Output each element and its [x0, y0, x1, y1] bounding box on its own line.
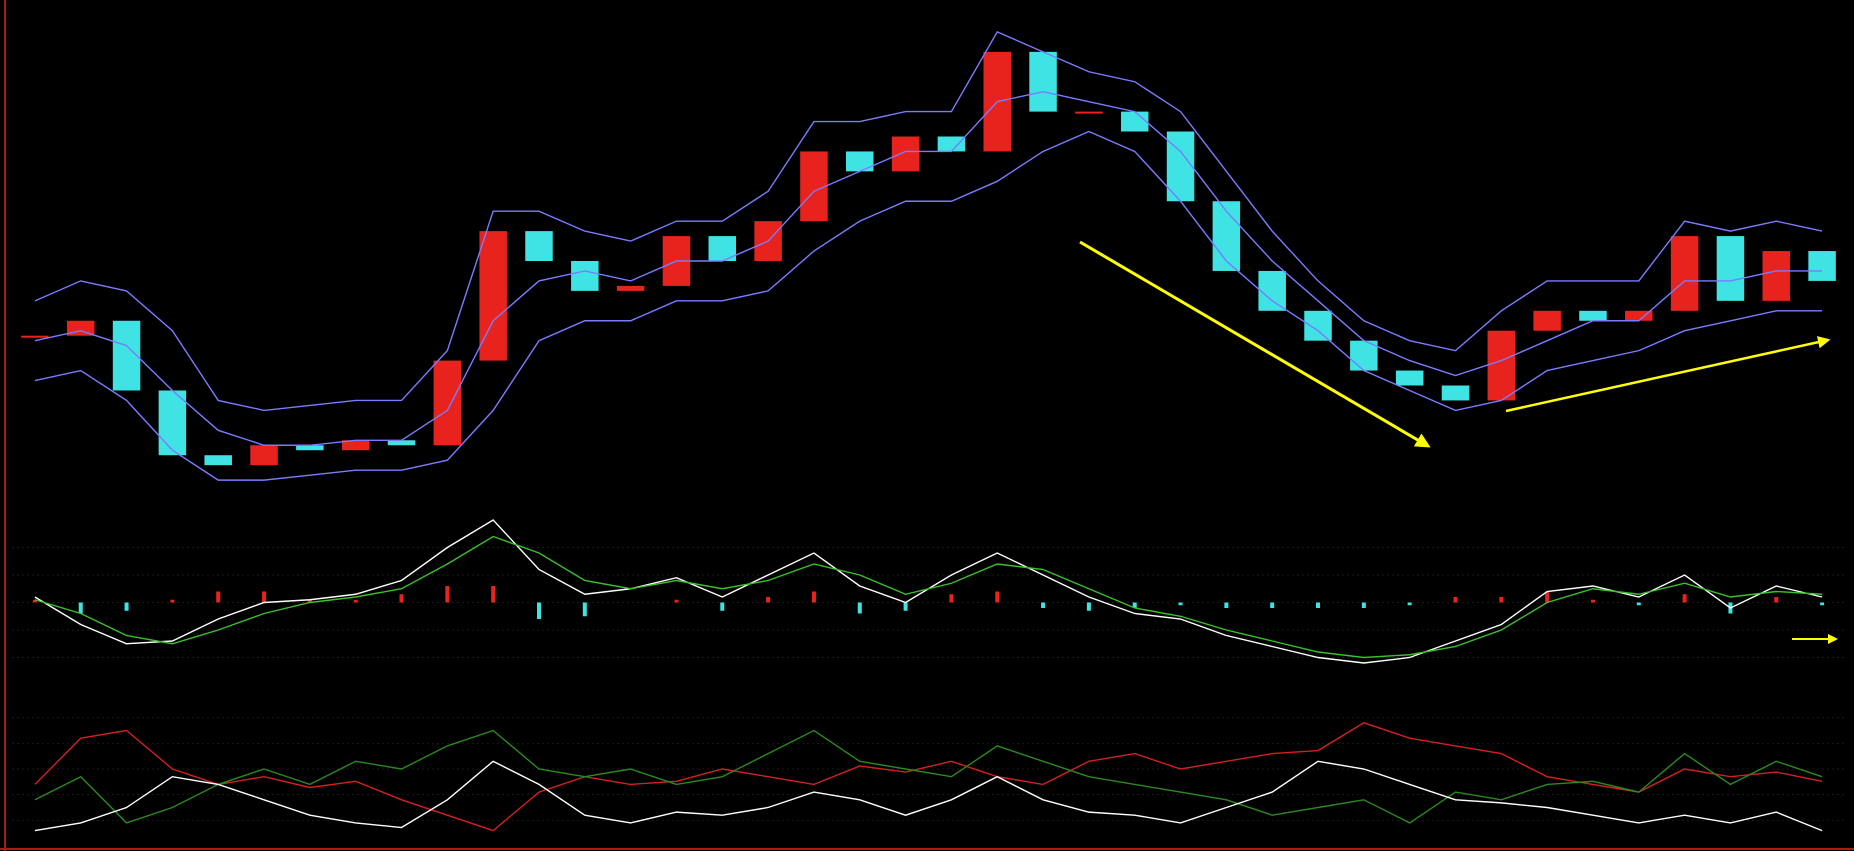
histogram-bar	[1499, 597, 1504, 603]
candle	[1533, 310, 1561, 331]
histogram-bar	[857, 602, 862, 614]
candle	[1120, 111, 1149, 132]
histogram-bar	[1774, 597, 1779, 603]
indicator-line	[34, 729, 1823, 824]
histogram-bar	[1407, 602, 1412, 606]
candle	[1258, 270, 1286, 311]
candle	[1304, 310, 1332, 341]
candle	[616, 285, 645, 291]
histogram-bar	[216, 591, 221, 603]
histogram-bar	[1224, 602, 1229, 608]
candle	[1029, 51, 1057, 112]
plots	[12, 31, 1845, 832]
candle	[800, 151, 828, 222]
histogram-bar	[1545, 591, 1550, 603]
candle	[937, 136, 966, 152]
candle	[1350, 340, 1378, 371]
histogram-bar	[1682, 594, 1687, 603]
candle	[525, 231, 553, 261]
histogram-bar	[353, 599, 358, 603]
candle	[571, 261, 599, 291]
histogram-bar	[491, 586, 496, 603]
histogram-bar	[1316, 602, 1321, 608]
indicator-line	[34, 722, 1823, 832]
histogram-bar	[582, 602, 587, 617]
histogram-bar	[766, 597, 771, 603]
candle	[891, 136, 920, 172]
candle	[1670, 236, 1699, 311]
candle	[1625, 310, 1653, 321]
histogram-bar	[445, 586, 450, 603]
band-line	[34, 31, 1823, 412]
histogram-bar	[1590, 599, 1595, 603]
candle	[1395, 370, 1424, 386]
band-line	[34, 130, 1823, 481]
histogram-bar	[1361, 602, 1366, 608]
histogram-bar	[811, 591, 816, 603]
candle	[433, 360, 462, 446]
histogram-bar	[674, 599, 679, 603]
candle	[479, 231, 507, 361]
candle	[1762, 251, 1791, 301]
histogram-bar	[1086, 602, 1091, 611]
histogram-bar	[399, 594, 404, 603]
trend-arrow	[1505, 336, 1831, 413]
candle	[204, 455, 232, 466]
candle	[341, 440, 370, 451]
candle	[296, 445, 324, 451]
histogram-bar	[949, 594, 954, 603]
histogram-bar	[307, 599, 312, 603]
band-line	[34, 90, 1823, 446]
histogram-bar	[1270, 602, 1275, 608]
candle	[387, 440, 416, 446]
histogram-bar	[1636, 602, 1641, 606]
histogram-bar	[124, 602, 129, 611]
histogram-bar	[720, 602, 725, 611]
histogram-bar	[1820, 602, 1825, 606]
candle	[250, 445, 278, 466]
trend-arrow	[1079, 240, 1431, 448]
candle	[158, 390, 187, 456]
candle	[1212, 201, 1241, 271]
indicator-line	[34, 760, 1823, 832]
candle	[1075, 111, 1103, 114]
candle	[1716, 236, 1745, 301]
candle	[846, 151, 874, 172]
histogram-bar	[78, 602, 83, 614]
candle	[21, 335, 49, 338]
histogram-bar	[262, 591, 267, 603]
histogram-bar	[903, 602, 908, 611]
candle	[1579, 310, 1607, 321]
histogram-bar	[1178, 602, 1183, 606]
indicator-line	[34, 535, 1823, 659]
candle	[1487, 330, 1516, 401]
histogram-bar	[536, 602, 541, 619]
candle	[112, 320, 141, 391]
histogram-bar	[170, 599, 175, 603]
candle	[1441, 385, 1470, 401]
histogram-bar	[1132, 602, 1137, 608]
histogram-bar	[32, 599, 37, 603]
histogram-bar	[995, 591, 1000, 603]
histogram-bar	[1453, 597, 1458, 603]
candle	[1808, 251, 1836, 281]
histogram-bar	[1041, 602, 1046, 608]
